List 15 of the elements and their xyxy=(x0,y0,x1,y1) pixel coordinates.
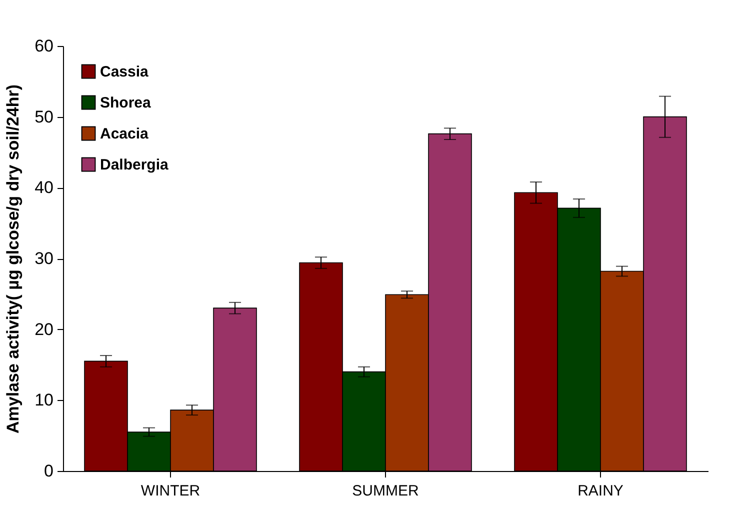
legend-label: Dalbergia xyxy=(100,156,170,174)
y-tick-label: 0 xyxy=(44,462,54,480)
y-tick-label: 30 xyxy=(34,249,54,268)
y-tick-label: 20 xyxy=(34,320,54,339)
legend-label: Acacia xyxy=(100,126,150,142)
y-tick-label: 60 xyxy=(34,36,54,56)
y-axis-title: Amylase activity( µg glcose/g dry soil/24hr) xyxy=(4,84,23,434)
y-tick-label: 40 xyxy=(34,178,54,198)
legend-label: Shorea xyxy=(100,94,152,112)
legend-label: Cassia xyxy=(100,64,150,80)
y-tick-label: 10 xyxy=(34,390,54,410)
x-tick-label: WINTER xyxy=(140,482,200,500)
x-tick-label: RAINY xyxy=(578,482,624,500)
y-tick-label: 50 xyxy=(34,107,54,126)
x-tick-label: SUMMER xyxy=(352,482,419,500)
